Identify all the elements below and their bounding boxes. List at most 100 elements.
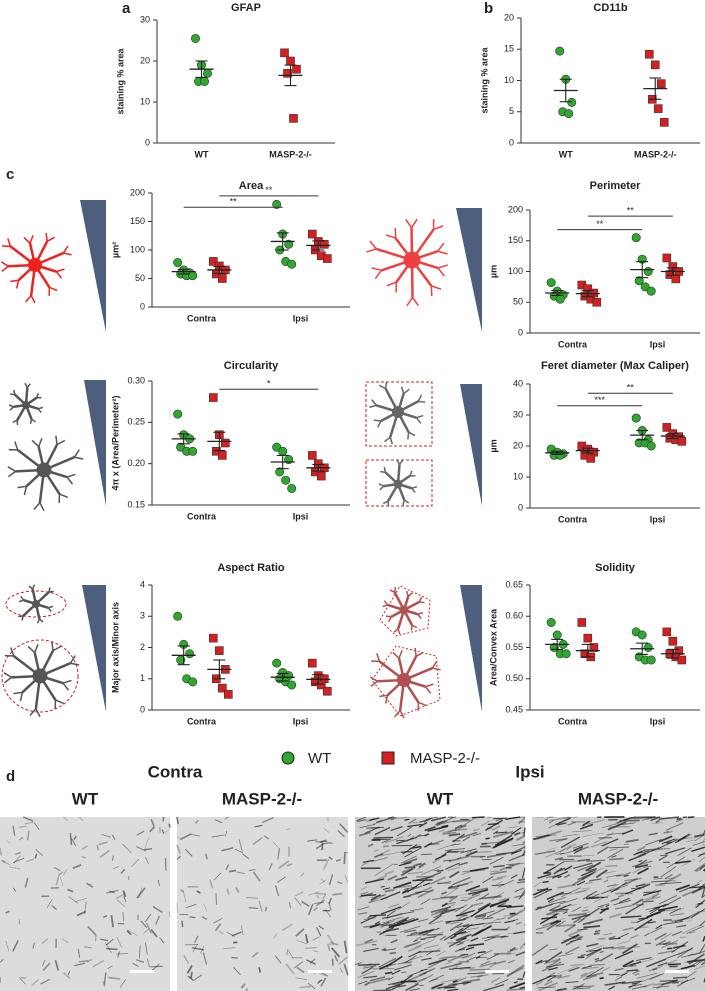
micrograph-texture [181, 920, 184, 928]
micrograph-texture [144, 837, 150, 849]
micrograph-texture [669, 907, 682, 914]
micrograph-texture [258, 967, 262, 973]
micrograph-texture [68, 896, 79, 904]
cell-branch [403, 388, 410, 395]
cell-branch [51, 641, 54, 651]
micrograph-texture [600, 908, 609, 911]
micrograph-texture [420, 898, 431, 905]
micrograph-texture [415, 977, 427, 982]
micrograph-texture [386, 912, 403, 919]
micrograph-texture [442, 828, 457, 834]
cell-branch [18, 599, 24, 603]
data-point [668, 636, 678, 646]
y-tick-label: 15 [504, 44, 514, 54]
micrograph-texture [92, 959, 105, 968]
micrograph-texture [412, 820, 426, 824]
scale-bar [485, 970, 509, 973]
micrograph-texture [215, 893, 218, 905]
micrograph-texture [516, 834, 526, 841]
micrograph-texture [87, 925, 97, 936]
micrograph-texture [404, 818, 410, 821]
data-point [280, 48, 289, 58]
micrograph-texture [382, 845, 389, 848]
micrograph-texture [482, 917, 494, 920]
data-point [644, 49, 654, 59]
cell-branch [398, 650, 403, 659]
cell-branch [35, 393, 40, 399]
cell-branch [431, 285, 442, 290]
micrograph-texture [467, 972, 487, 975]
micrograph-texture [235, 886, 240, 893]
micrograph-texture [621, 980, 641, 985]
micrograph-texture [666, 959, 678, 965]
micrograph-texture [637, 867, 649, 875]
convex-hull [379, 585, 431, 637]
micrograph-texture [470, 937, 479, 942]
micrograph-texture [46, 898, 53, 909]
y-tick-label: 0 [518, 502, 523, 512]
micrograph-texture [470, 904, 490, 918]
cell-branch [45, 232, 48, 242]
micrograph-texture [331, 947, 341, 958]
cell-branch [74, 456, 84, 460]
micrograph-texture [623, 874, 629, 878]
micrograph-texture [5, 910, 10, 914]
panel-label: c [6, 166, 14, 183]
micrograph-texture [483, 918, 499, 927]
micrograph-texture [593, 932, 600, 935]
micrograph-texture [323, 841, 331, 844]
micrograph-texture [661, 838, 676, 845]
micrograph-texture [497, 879, 514, 888]
micrograph-texture [454, 850, 465, 853]
micrograph-texture [110, 915, 114, 928]
micrograph-texture [332, 892, 343, 896]
micrograph-texture [576, 987, 591, 990]
micrograph-texture [443, 986, 456, 989]
micrograph-texture [642, 900, 654, 903]
cell-branch [33, 502, 41, 510]
micrograph-texture [517, 881, 526, 884]
x-tick-label: MASP-2-/- [634, 149, 677, 159]
legend-marker [381, 751, 395, 765]
micrograph-texture [316, 926, 322, 937]
cell-branch [35, 708, 41, 718]
micrograph-texture [419, 967, 436, 977]
micrograph-texture [431, 908, 448, 916]
micrograph-texture [652, 967, 658, 971]
micrograph-texture [61, 938, 69, 944]
micrograph-texture [632, 867, 642, 874]
micrograph-texture [562, 860, 577, 863]
micrograph-texture [460, 848, 477, 854]
gradient-wedge [460, 384, 482, 506]
cell-branch [62, 245, 69, 254]
micrograph-texture [295, 928, 305, 937]
micrograph-texture [679, 883, 700, 893]
micrograph-texture [548, 971, 556, 977]
micrograph-texture [142, 928, 149, 934]
cell-branch [411, 296, 420, 307]
micrograph-texture [446, 908, 457, 912]
micrograph-texture [582, 918, 603, 926]
micrograph-texture [315, 892, 327, 895]
micrograph-texture [644, 839, 662, 846]
micrograph-texture [62, 816, 68, 822]
micrograph-texture [258, 900, 263, 912]
y-axis-label: staining % area [115, 47, 125, 114]
micrograph-texture [447, 988, 459, 991]
micrograph-texture [617, 932, 629, 939]
y-tick-label: 0.50 [505, 673, 523, 683]
micrograph-texture [444, 887, 459, 898]
micrograph-texture [664, 873, 673, 880]
micrograph-texture [496, 851, 517, 856]
x-tick-label: Contra [187, 313, 217, 323]
micrograph-texture [226, 888, 230, 895]
micrograph-texture [62, 971, 71, 979]
micrograph-texture [76, 910, 87, 917]
micrograph-texture [535, 980, 544, 986]
cell-branch [48, 587, 51, 593]
micrograph-texture [557, 974, 570, 980]
micrograph-texture [440, 955, 457, 959]
data-point [200, 77, 210, 87]
micrograph-texture [465, 850, 478, 857]
micrograph-texture [442, 831, 457, 835]
